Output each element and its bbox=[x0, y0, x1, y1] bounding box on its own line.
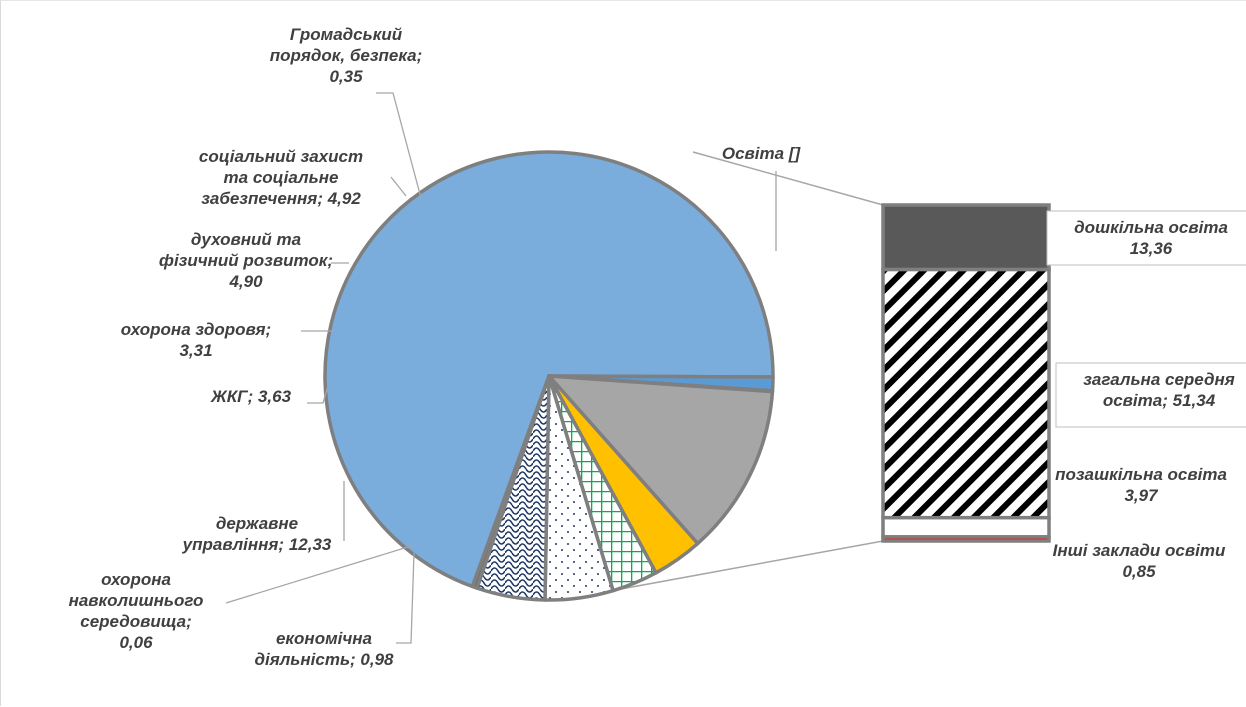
bar-label-1: загальна середня освіта; 51,34 bbox=[1055, 362, 1246, 428]
bar-label-0-line-1: 13,36 bbox=[1130, 239, 1173, 258]
bar-label-2-line-1: 3,97 bbox=[1124, 486, 1159, 505]
pie-label-5-line-0: охорона здоровя; bbox=[121, 320, 271, 339]
pie-label-1: економічна діяльність; 0,98 bbox=[254, 629, 394, 669]
pie-label-5: охорона здоровя; 3,31 bbox=[121, 320, 271, 360]
pie-label-2-line-1: навколишнього bbox=[69, 591, 204, 610]
bar-label-1-line-0: загальна середня bbox=[1083, 370, 1235, 389]
pie-label-8-line-1: порядок, безпека; bbox=[270, 46, 423, 65]
bar-label-2-line-0: позашкільна освіта bbox=[1055, 465, 1227, 484]
pie-label-7: соціальний захист та соціальне забезпеченн… bbox=[199, 147, 363, 208]
bar-label-2: позашкільна освіта 3,97 bbox=[1055, 465, 1227, 505]
pie-label-7-line-0: соціальний захист bbox=[199, 147, 363, 166]
bar-label-0: дошкільна освіта 13,36 bbox=[1046, 210, 1246, 266]
pie-label-2-line-3: 0,06 bbox=[119, 633, 153, 652]
pie-label-4: ЖКГ; 3,63 bbox=[210, 387, 292, 406]
pie-label-0-line-0: Освіта [] bbox=[722, 144, 802, 163]
bar-label-3-line-1: 0,85 bbox=[1122, 562, 1156, 581]
pie bbox=[323, 150, 775, 602]
pie-label-6-line-0: духовний та bbox=[191, 230, 301, 249]
connector-bottom bbox=[620, 540, 884, 590]
pie-slice-3 bbox=[547, 374, 775, 546]
pie-label-5-line-1: 3,31 bbox=[179, 341, 212, 360]
bar-label-0-line-0: дошкільна освіта bbox=[1074, 218, 1228, 237]
bar-label-1-line-1: освіта; 51,34 bbox=[1103, 391, 1216, 410]
pie-slice-8 bbox=[470, 374, 551, 590]
pie-label-8-line-2: 0,35 bbox=[329, 67, 363, 86]
bar-segment-2 bbox=[881, 515, 1051, 539]
bar-segment-3 bbox=[881, 535, 1051, 543]
connector-top bbox=[692, 151, 884, 206]
pie-label-2: охорона навколишнього середовища; 0,06 bbox=[69, 570, 204, 652]
bar-segment-1 bbox=[881, 267, 1051, 520]
pie-label-3-line-1: управління; 12,33 bbox=[182, 535, 332, 554]
pie-label-6: духовний та фізичний розвиток; 4,90 bbox=[159, 230, 333, 291]
pie-label-6-line-2: 4,90 bbox=[228, 272, 263, 291]
pie-label-8: Громадський порядок, безпека; 0,35 bbox=[270, 25, 423, 86]
data-labels: Освіта [] економічна діяльність; 0,98 охоро… bbox=[69, 25, 1246, 669]
leader-line-7 bbox=[390, 176, 407, 197]
pie-label-6-line-1: фізичний розвиток; bbox=[159, 251, 333, 270]
pie-slice-0 bbox=[323, 150, 775, 589]
pie-label-2-line-2: середовища; bbox=[80, 612, 192, 631]
pie-label-1-line-0: економічна bbox=[276, 629, 372, 648]
leader-line-2 bbox=[225, 545, 412, 604]
pie-label-0: Освіта [] bbox=[722, 144, 802, 163]
pie-label-8-line-0: Громадський bbox=[290, 25, 403, 44]
pie-label-2-line-0: охорона bbox=[101, 570, 171, 589]
bar-connectors bbox=[620, 151, 884, 590]
leader-line-1 bbox=[396, 552, 415, 644]
bar-label-3-line-0: Інші заклади освіти bbox=[1053, 541, 1226, 560]
bar-segment-0 bbox=[881, 203, 1051, 272]
pie-label-3: державне управління; 12,33 bbox=[182, 514, 332, 554]
pie-label-4-line-0: ЖКГ; 3,63 bbox=[210, 387, 292, 406]
bar-label-3: Інші заклади освіти 0,85 bbox=[1053, 541, 1226, 581]
leader-lines bbox=[225, 92, 777, 644]
pie-label-3-line-0: державне bbox=[216, 514, 298, 533]
leader-line-4 bbox=[307, 385, 329, 404]
pie-label-1-line-1: діяльність; 0,98 bbox=[254, 650, 394, 669]
leader-line-8 bbox=[376, 92, 422, 199]
pie-label-7-line-2: забезпечення; 4,92 bbox=[201, 189, 361, 208]
breakdown-bar bbox=[881, 203, 1051, 543]
pie-label-7-line-1: та соціальне bbox=[224, 168, 339, 187]
